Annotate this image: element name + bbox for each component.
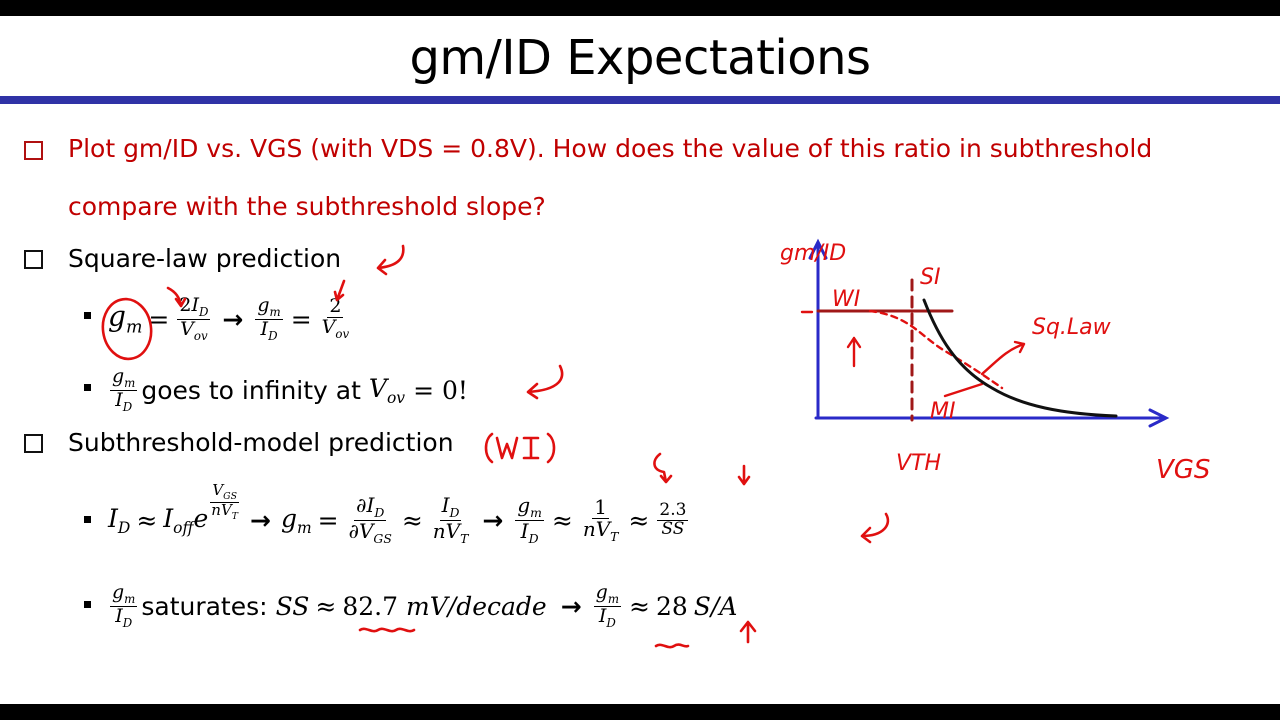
bullet1-line1: Plot gm/ID vs. VGS (with VDS = 0.8V). Ho… — [68, 134, 1153, 163]
square-bullet-icon — [84, 516, 91, 523]
slide: gm/ID Expectations Plot gm/ID vs. VGS (w… — [0, 16, 1280, 704]
ink-arrow-squarelaw — [376, 244, 405, 276]
checkbox-bullet-icon — [24, 434, 43, 453]
sketch-mi-label: MI — [930, 399, 955, 424]
saturates-text: saturates: — [141, 591, 268, 621]
ink-arrow-one-nvt — [737, 464, 751, 486]
ink-arrow-infinity — [526, 364, 564, 400]
sketch-arrow-mi — [943, 382, 984, 398]
bullet1-line2: compare with the subthreshold slope? — [68, 192, 546, 221]
sketch-x-arrowhead — [1148, 408, 1170, 428]
bullet3-label: Subthreshold-model prediction — [68, 428, 454, 457]
sketch-arrow-sqlaw — [980, 340, 1026, 376]
sketch-x-label: VGS — [1156, 455, 1210, 485]
ink-squiggle-gmid — [654, 643, 690, 649]
checkbox-bullet-icon — [24, 141, 43, 160]
sketch-arrow-wi — [846, 336, 862, 368]
ink-arrow-ss — [860, 512, 890, 544]
slide-title: gm/ID Expectations — [409, 30, 871, 86]
gm-id-value: 28 — [655, 591, 688, 621]
ink-arrow-2id — [166, 286, 187, 308]
sketch-si-curve — [922, 298, 1118, 418]
square-bullet-icon — [84, 384, 91, 391]
subthreshold-gm-equation: ID ≈ Ioffe VGS nVT → gm = ∂ID ∂VGS ≈ ID nV… — [108, 480, 689, 546]
sketch-si-label: SI — [920, 265, 940, 290]
sketch-mi-dashed — [868, 309, 1004, 390]
ink-paren-wi — [484, 432, 556, 464]
ink-arrow-28 — [739, 620, 757, 644]
checkbox-bullet-icon — [24, 250, 43, 269]
ink-arrow-gmid — [653, 452, 673, 484]
square-bullet-icon — [84, 601, 91, 608]
gmid-sketch: gm/ID WI SI Sq.Law MI VTH VGS — [780, 238, 1210, 485]
ink-squiggle-827 — [358, 627, 416, 633]
square-bullet-icon — [84, 312, 91, 319]
sketch-y-label: gm/ID — [780, 241, 846, 266]
title-rule — [0, 96, 1280, 104]
ink-arrow-gm-frac — [333, 279, 346, 302]
sketch-vth-label: VTH — [896, 451, 941, 476]
gm-id-infinity-statement: gm ID goes to infinity at Vov = 0! — [110, 365, 468, 414]
square-law-gm-equation: gm = 2ID Vov → gm ID = 2 Vov — [108, 294, 350, 343]
sketch-sqlaw-label: Sq.Law — [1032, 315, 1112, 340]
ink-wi-letters — [495, 436, 540, 460]
infinity-text-a: goes to infinity at — [141, 375, 361, 405]
ss-unit: mV/decade — [406, 591, 547, 621]
ink-annotations — [101, 244, 890, 649]
saturation-statement: gm ID saturates: SS ≈ 82.7 mV/decade → gm… — [110, 581, 738, 630]
sketch-wi-label: WI — [832, 287, 860, 312]
gm-id-unit: S/A — [693, 591, 738, 621]
ink-circle-gm — [101, 297, 153, 361]
ss-value: 82.7 — [342, 591, 399, 621]
sketch-y-arrowhead — [808, 238, 828, 260]
bullet2-label: Square-law prediction — [68, 244, 342, 273]
infinity-text-b: = 0! — [413, 375, 468, 405]
